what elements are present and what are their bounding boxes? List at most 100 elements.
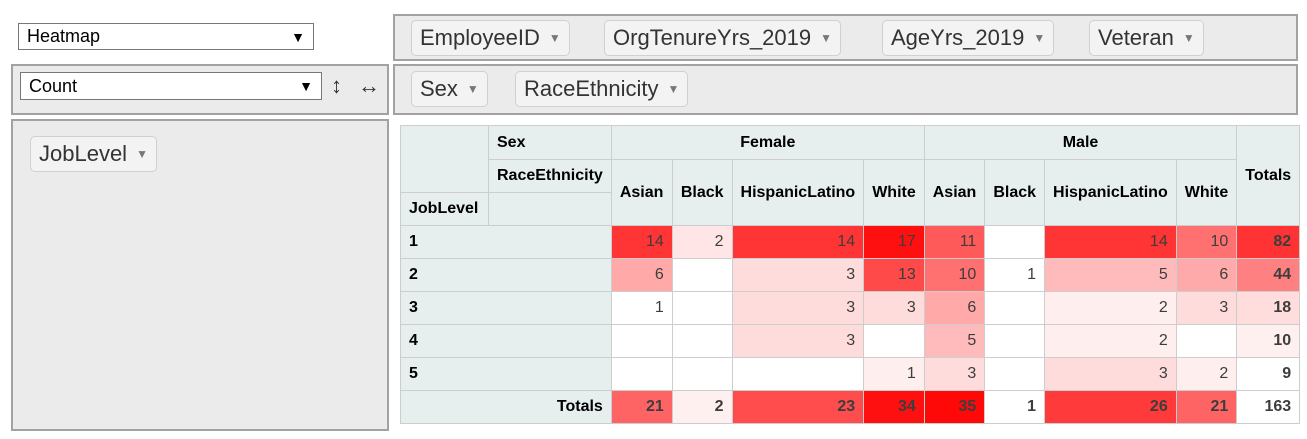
- pivot-cell: 2: [1044, 324, 1177, 358]
- pivot-cell: 6: [923, 291, 986, 325]
- col-header-race: Asian: [923, 159, 986, 226]
- pivot-cell: 3: [923, 357, 986, 391]
- up-down-arrow-icon[interactable]: ↕: [331, 73, 342, 98]
- pivot-cell: [984, 291, 1046, 325]
- pivot-cell: 14: [1044, 225, 1177, 259]
- row-attributes-panel: JobLevel ▼: [11, 119, 389, 431]
- filter-triangle-icon[interactable]: ▼: [1182, 31, 1195, 45]
- table-row: 4 3 5 2 10: [400, 324, 1301, 358]
- col-total-cell: 35: [923, 390, 986, 424]
- col-total-cell: 1: [984, 390, 1046, 424]
- pivot-cell: 3: [1044, 357, 1177, 391]
- pivot-cell: [671, 357, 733, 391]
- filter-triangle-icon[interactable]: ▼: [466, 82, 479, 96]
- attribute-pill-label: EmployeeID: [420, 25, 540, 50]
- pivot-cell: 2: [671, 225, 733, 259]
- table-row: 3 1 3 3 6 2 3 18: [400, 291, 1301, 325]
- row-header-joblevel: 5: [400, 357, 612, 391]
- pivot-cell: 6: [1175, 258, 1238, 292]
- col-header-totals: Totals: [1236, 125, 1301, 226]
- aggregator-panel: Count ▼ ↕ ↔: [11, 64, 389, 115]
- col-header-sex: Male: [923, 125, 1238, 160]
- dropdown-arrow-icon: ▼: [299, 78, 313, 94]
- pivot-cell: 11: [923, 225, 986, 259]
- grand-total-cell: 163: [1236, 390, 1301, 424]
- attribute-pill-label: OrgTenureYrs_2019: [613, 25, 812, 50]
- pivot-cell: 6: [610, 258, 673, 292]
- pivot-cell: 10: [1175, 225, 1238, 259]
- pivot-cell: 1: [610, 291, 673, 325]
- totals-row: Totals 21 2 23 34 35 1 26 21 163: [400, 390, 1301, 424]
- attribute-pill[interactable]: OrgTenureYrs_2019 ▼: [604, 20, 842, 56]
- attribute-pill[interactable]: Veteran ▼: [1089, 20, 1204, 56]
- pivot-cell: 14: [610, 225, 673, 259]
- pivot-cell: 3: [731, 291, 865, 325]
- col-header-race: Asian: [610, 159, 673, 226]
- unused-attributes-panel: EmployeeID ▼ OrgTenureYrs_2019 ▼ AgeYrs_2019…: [393, 14, 1298, 61]
- filter-triangle-icon[interactable]: ▼: [136, 147, 148, 161]
- pivot-cell: [984, 357, 1046, 391]
- attribute-pill[interactable]: Sex ▼: [411, 71, 488, 107]
- pivot-cell: 3: [731, 324, 865, 358]
- renderer-select[interactable]: Heatmap ▼: [18, 23, 314, 50]
- filter-triangle-icon[interactable]: ▼: [820, 31, 833, 45]
- col-header-race: Black: [671, 159, 733, 226]
- col-total-cell: 23: [731, 390, 865, 424]
- col-header-race: HispanicLatino: [731, 159, 865, 226]
- col-total-cell: 2: [671, 390, 733, 424]
- pivot-cell: [671, 258, 733, 292]
- row-attr-label-joblevel: JobLevel: [400, 192, 489, 226]
- row-header-joblevel: 3: [400, 291, 612, 325]
- col-header-race: White: [863, 159, 925, 226]
- row-total-cell: 18: [1236, 291, 1301, 325]
- filter-triangle-icon[interactable]: ▼: [548, 31, 561, 45]
- attribute-pill-label: AgeYrs_2019: [891, 25, 1025, 50]
- aggregator-select-value: Count: [29, 75, 78, 96]
- attribute-pill-label: Veteran: [1098, 25, 1174, 50]
- pivot-cell: 5: [923, 324, 986, 358]
- pivot-cell: 13: [863, 258, 925, 292]
- col-attr-label-sex: Sex: [488, 125, 612, 160]
- col-header-race: HispanicLatino: [1044, 159, 1177, 226]
- pivot-cell: 3: [863, 291, 925, 325]
- row-total-cell: 9: [1236, 357, 1301, 391]
- attribute-pill-label: RaceEthnicity: [524, 76, 659, 101]
- left-right-arrow-icon[interactable]: ↔: [358, 73, 380, 98]
- pivot-cell: 10: [923, 258, 986, 292]
- pivot-cell: [731, 357, 865, 391]
- column-attributes-panel: Sex ▼ RaceEthnicity ▼: [393, 64, 1298, 115]
- pivot-cell: [863, 324, 925, 358]
- pivot-cell: [671, 324, 733, 358]
- col-header-sex: Female: [610, 125, 925, 160]
- filter-triangle-icon[interactable]: ▼: [667, 82, 680, 96]
- pivot-cell: 14: [731, 225, 865, 259]
- pivot-cell: [984, 225, 1046, 259]
- pivot-corner: [400, 125, 489, 193]
- col-header-race: Black: [984, 159, 1046, 226]
- pivot-cell: 5: [1044, 258, 1177, 292]
- row-header-joblevel: 2: [400, 258, 612, 292]
- pivot-cell: 2: [1175, 357, 1238, 391]
- pivot-cell: 17: [863, 225, 925, 259]
- aggregator-select[interactable]: Count ▼: [20, 72, 322, 100]
- row-total-cell: 10: [1236, 324, 1301, 358]
- attribute-pill-label: JobLevel: [39, 141, 128, 166]
- attribute-pill[interactable]: JobLevel ▼: [30, 136, 157, 172]
- row-total-cell: 82: [1236, 225, 1301, 259]
- filter-triangle-icon[interactable]: ▼: [1033, 31, 1046, 45]
- pivot-cell: 3: [1175, 291, 1238, 325]
- col-attr-label-race: RaceEthnicity: [488, 159, 612, 193]
- row-header-joblevel: 4: [400, 324, 612, 358]
- pivot-table: Sex Female Male Totals RaceEthnicity Asian Bla…: [400, 125, 1301, 424]
- row-header-totals: Totals: [400, 390, 612, 424]
- attribute-pill-label: Sex: [420, 76, 458, 101]
- pivot-cell: [610, 324, 673, 358]
- col-header-race: White: [1175, 159, 1238, 226]
- col-total-cell: 26: [1044, 390, 1177, 424]
- renderer-select-value: Heatmap: [27, 26, 101, 46]
- attribute-pill[interactable]: EmployeeID ▼: [411, 20, 570, 56]
- attribute-pill[interactable]: AgeYrs_2019 ▼: [882, 20, 1055, 56]
- pivot-cell: 2: [1044, 291, 1177, 325]
- attribute-pill[interactable]: RaceEthnicity ▼: [515, 71, 689, 107]
